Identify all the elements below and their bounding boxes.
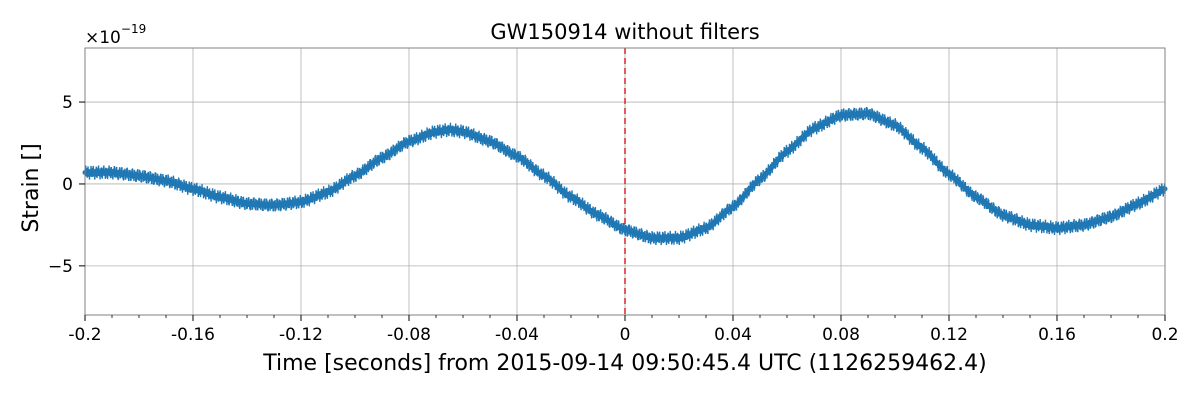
- x-tick-label: 0.12: [930, 325, 968, 345]
- x-tick-label: 0.04: [714, 325, 752, 345]
- y-tick-label: 5: [62, 93, 73, 113]
- x-tick-label: 0: [620, 325, 631, 345]
- series-noise-line: [84, 107, 1166, 246]
- x-tick-label: 0.08: [822, 325, 860, 345]
- y-tick-label: −5: [48, 257, 73, 277]
- y-axis-label: Strain []: [19, 143, 44, 232]
- x-tick-label: -0.2: [68, 325, 101, 345]
- chart-title: GW150914 without filters: [490, 20, 759, 44]
- x-tick-label: 0.16: [1038, 325, 1076, 345]
- x-tick-label: -0.12: [279, 325, 323, 345]
- y-tick-label: 0: [62, 175, 73, 195]
- x-tick-label: 0.2: [1151, 325, 1178, 345]
- y-offset-exponent: −19: [121, 22, 146, 36]
- x-tick-label: -0.04: [495, 325, 539, 345]
- series-layer: [82, 107, 1168, 246]
- x-tick-label: -0.16: [171, 325, 215, 345]
- x-axis: -0.2 -0.16 -0.12 -0.08 -0.04 0 0.04 0.08 0.12 0.1…: [68, 315, 1179, 345]
- y-offset-base: ×10: [85, 28, 121, 48]
- x-axis-label: Time [seconds] from 2015-09-14 09:50:45.…: [262, 351, 986, 376]
- y-axis: −5 0 5: [48, 93, 85, 277]
- x-tick-label: -0.08: [387, 325, 431, 345]
- y-offset-label: ×10−19: [85, 22, 146, 48]
